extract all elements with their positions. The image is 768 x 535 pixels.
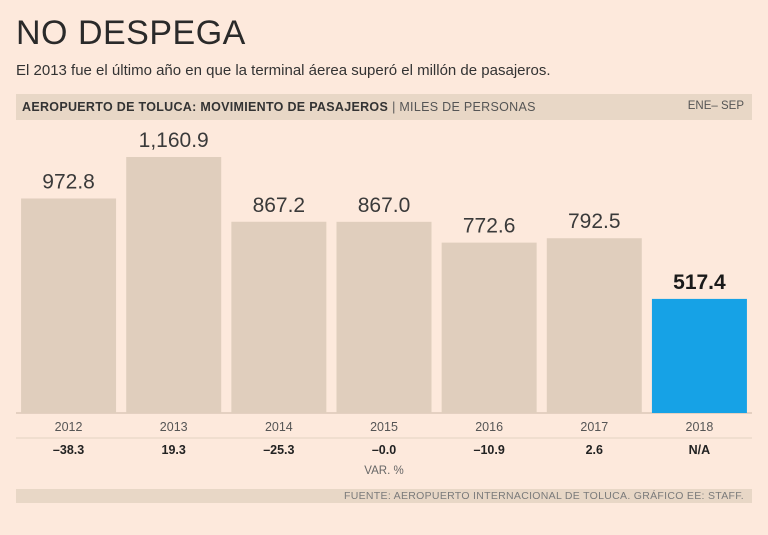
variation-2018: N/A	[689, 443, 711, 457]
category-label-2017: 2017	[580, 420, 608, 434]
chart-title: AEROPUERTO DE TOLUCA: MOVIMIENTO DE PASA…	[22, 100, 389, 114]
value-label-2013: 1,160.9	[139, 129, 209, 152]
variation-2012: –38.3	[53, 443, 84, 457]
bar-2018	[651, 298, 747, 413]
page-title: NO DESPEGA	[16, 14, 246, 52]
value-label-2018: 517.4	[673, 271, 726, 294]
category-label-2013: 2013	[160, 420, 188, 434]
chart-header-bar: AEROPUERTO DE TOLUCA: MOVIMIENTO DE PASA…	[16, 94, 752, 120]
category-label-2016: 2016	[475, 420, 503, 434]
chart-header: AEROPUERTO DE TOLUCA: MOVIMIENTO DE PASA…	[22, 100, 536, 114]
chart-period: ENE– SEP	[687, 100, 744, 112]
bar-2014	[231, 221, 327, 413]
category-label-2018: 2018	[686, 420, 714, 434]
bar-2015	[336, 221, 432, 413]
page-subtitle: El 2013 fue el último año en que la term…	[16, 62, 551, 79]
category-label-2015: 2015	[370, 420, 398, 434]
value-label-2017: 792.5	[568, 210, 621, 233]
variation-2013: 19.3	[162, 443, 186, 457]
variation-2016: –10.9	[474, 443, 505, 457]
value-label-2014: 867.2	[253, 194, 306, 217]
variation-2015: –0.0	[372, 443, 396, 457]
variation-2014: –25.3	[263, 443, 294, 457]
bar-2013	[126, 157, 222, 413]
value-label-2012: 972.8	[42, 170, 95, 193]
category-label-2012: 2012	[55, 420, 83, 434]
category-label-2014: 2014	[265, 420, 293, 434]
source-bar: FUENTE: AEROPUERTO INTERNACIONAL DE TOLU…	[16, 489, 752, 503]
variation-2017: 2.6	[586, 443, 603, 457]
value-label-2016: 772.6	[463, 215, 516, 238]
chart-unit: MILES DE PERSONAS	[399, 100, 536, 114]
bar-2012	[21, 198, 117, 413]
value-label-2015: 867.0	[358, 194, 411, 217]
header-separator: |	[392, 100, 396, 114]
source-note: FUENTE: AEROPUERTO INTERNACIONAL DE TOLU…	[344, 490, 744, 502]
bar-2016	[441, 242, 537, 413]
variation-axis-label: VAR. %	[364, 465, 403, 477]
bar-2017	[546, 238, 642, 413]
